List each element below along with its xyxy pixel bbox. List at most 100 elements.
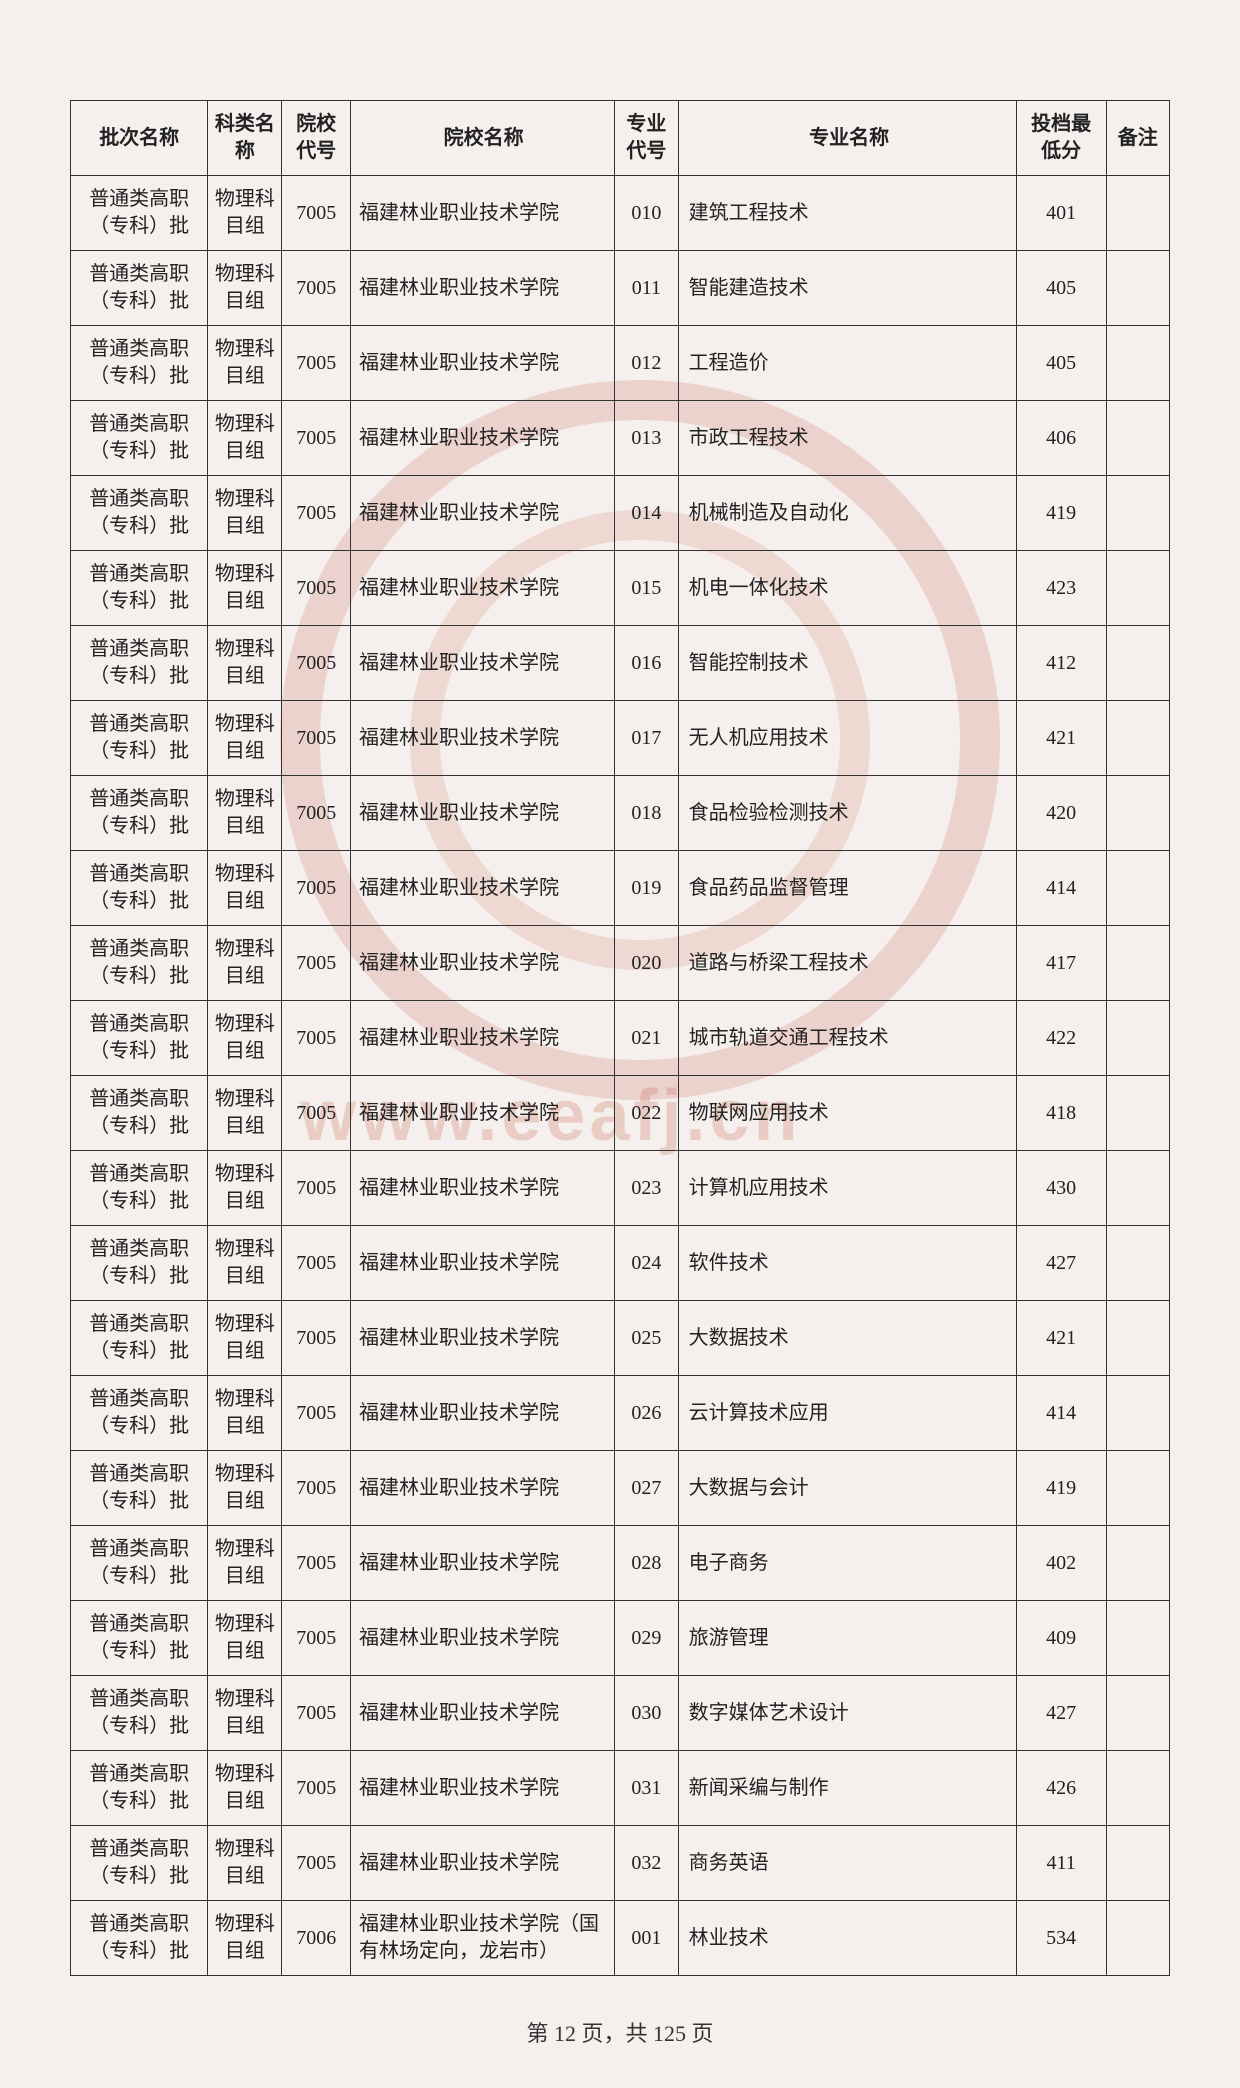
table-cell: 7005 bbox=[282, 1376, 351, 1451]
table-cell: 7005 bbox=[282, 1151, 351, 1226]
table-row: 普通类高职（专科）批物理科目组7005福建林业职业技术学院022物联网应用技术4… bbox=[71, 1076, 1170, 1151]
table-cell: 423 bbox=[1016, 551, 1106, 626]
table-cell: 普通类高职（专科）批 bbox=[71, 851, 208, 926]
table-cell: 023 bbox=[615, 1151, 678, 1226]
table-cell bbox=[1106, 776, 1169, 851]
table-cell: 7005 bbox=[282, 1526, 351, 1601]
table-cell bbox=[1106, 326, 1169, 401]
table-cell bbox=[1106, 1901, 1169, 1976]
table-row: 普通类高职（专科）批物理科目组7005福建林业职业技术学院012工程造价405 bbox=[71, 326, 1170, 401]
table-cell: 427 bbox=[1016, 1226, 1106, 1301]
table-cell: 417 bbox=[1016, 926, 1106, 1001]
table-cell: 7005 bbox=[282, 1751, 351, 1826]
table-cell: 普通类高职（专科）批 bbox=[71, 551, 208, 626]
table-cell: 物理科目组 bbox=[208, 1451, 282, 1526]
table-cell: 026 bbox=[615, 1376, 678, 1451]
table-header-row: 批次名称 科类名称 院校代号 院校名称 专业代号 专业名称 投档最低分 备注 bbox=[71, 101, 1170, 176]
table-cell: 7005 bbox=[282, 326, 351, 401]
table-cell: 物理科目组 bbox=[208, 1676, 282, 1751]
table-cell bbox=[1106, 1226, 1169, 1301]
table-row: 普通类高职（专科）批物理科目组7005福建林业职业技术学院017无人机应用技术4… bbox=[71, 701, 1170, 776]
table-cell: 534 bbox=[1016, 1901, 1106, 1976]
table-cell bbox=[1106, 1301, 1169, 1376]
header-note: 备注 bbox=[1106, 101, 1169, 176]
table-cell: 福建林业职业技术学院 bbox=[351, 551, 615, 626]
table-cell: 普通类高职（专科）批 bbox=[71, 1226, 208, 1301]
table-cell: 普通类高职（专科）批 bbox=[71, 1151, 208, 1226]
table-row: 普通类高职（专科）批物理科目组7005福建林业职业技术学院031新闻采编与制作4… bbox=[71, 1751, 1170, 1826]
table-cell: 物理科目组 bbox=[208, 851, 282, 926]
table-cell: 福建林业职业技术学院 bbox=[351, 1001, 615, 1076]
table-row: 普通类高职（专科）批物理科目组7005福建林业职业技术学院011智能建造技术40… bbox=[71, 251, 1170, 326]
table-cell: 建筑工程技术 bbox=[678, 176, 1016, 251]
table-cell bbox=[1106, 1601, 1169, 1676]
table-row: 普通类高职（专科）批物理科目组7005福建林业职业技术学院024软件技术427 bbox=[71, 1226, 1170, 1301]
table-cell: 027 bbox=[615, 1451, 678, 1526]
table-cell: 物理科目组 bbox=[208, 926, 282, 1001]
table-cell: 物理科目组 bbox=[208, 1301, 282, 1376]
table-row: 普通类高职（专科）批物理科目组7005福建林业职业技术学院027大数据与会计41… bbox=[71, 1451, 1170, 1526]
table-cell: 7005 bbox=[282, 1301, 351, 1376]
table-cell: 福建林业职业技术学院 bbox=[351, 326, 615, 401]
table-cell: 物理科目组 bbox=[208, 176, 282, 251]
table-cell: 林业技术 bbox=[678, 1901, 1016, 1976]
table-cell: 普通类高职（专科）批 bbox=[71, 1601, 208, 1676]
table-cell: 7005 bbox=[282, 626, 351, 701]
table-cell bbox=[1106, 1001, 1169, 1076]
table-cell: 406 bbox=[1016, 401, 1106, 476]
table-cell: 城市轨道交通工程技术 bbox=[678, 1001, 1016, 1076]
table-cell: 福建林业职业技术学院 bbox=[351, 176, 615, 251]
table-cell: 福建林业职业技术学院 bbox=[351, 701, 615, 776]
table-cell: 福建林业职业技术学院 bbox=[351, 401, 615, 476]
table-cell: 421 bbox=[1016, 1301, 1106, 1376]
table-cell: 计算机应用技术 bbox=[678, 1151, 1016, 1226]
table-cell: 412 bbox=[1016, 626, 1106, 701]
table-cell: 物理科目组 bbox=[208, 1226, 282, 1301]
table-cell: 032 bbox=[615, 1826, 678, 1901]
table-cell: 028 bbox=[615, 1526, 678, 1601]
table-cell: 福建林业职业技术学院 bbox=[351, 1301, 615, 1376]
table-cell: 市政工程技术 bbox=[678, 401, 1016, 476]
table-cell: 019 bbox=[615, 851, 678, 926]
table-cell: 016 bbox=[615, 626, 678, 701]
table-cell: 021 bbox=[615, 1001, 678, 1076]
table-row: 普通类高职（专科）批物理科目组7005福建林业职业技术学院021城市轨道交通工程… bbox=[71, 1001, 1170, 1076]
table-cell: 大数据与会计 bbox=[678, 1451, 1016, 1526]
page-footer: 第 12 页，共 125 页 bbox=[70, 2016, 1170, 2048]
table-cell: 013 bbox=[615, 401, 678, 476]
table-cell: 014 bbox=[615, 476, 678, 551]
table-cell bbox=[1106, 1676, 1169, 1751]
table-cell: 017 bbox=[615, 701, 678, 776]
table-cell: 7005 bbox=[282, 1676, 351, 1751]
table-cell: 普通类高职（专科）批 bbox=[71, 1526, 208, 1601]
table-cell: 物理科目组 bbox=[208, 1751, 282, 1826]
table-cell: 430 bbox=[1016, 1151, 1106, 1226]
table-cell: 001 bbox=[615, 1901, 678, 1976]
table-cell: 物理科目组 bbox=[208, 1826, 282, 1901]
table-cell: 普通类高职（专科）批 bbox=[71, 1451, 208, 1526]
table-row: 普通类高职（专科）批物理科目组7006福建林业职业技术学院（国有林场定向，龙岩市… bbox=[71, 1901, 1170, 1976]
table-cell: 数字媒体艺术设计 bbox=[678, 1676, 1016, 1751]
table-cell: 7005 bbox=[282, 1076, 351, 1151]
table-cell bbox=[1106, 1151, 1169, 1226]
table-cell: 福建林业职业技术学院 bbox=[351, 1226, 615, 1301]
table-cell: 普通类高职（专科）批 bbox=[71, 1826, 208, 1901]
table-cell: 福建林业职业技术学院 bbox=[351, 1601, 615, 1676]
table-row: 普通类高职（专科）批物理科目组7005福建林业职业技术学院030数字媒体艺术设计… bbox=[71, 1676, 1170, 1751]
table-cell: 物理科目组 bbox=[208, 1376, 282, 1451]
header-school-code: 院校代号 bbox=[282, 101, 351, 176]
table-cell: 7006 bbox=[282, 1901, 351, 1976]
table-cell: 414 bbox=[1016, 851, 1106, 926]
table-cell: 7005 bbox=[282, 1451, 351, 1526]
table-cell: 7005 bbox=[282, 401, 351, 476]
table-row: 普通类高职（专科）批物理科目组7005福建林业职业技术学院013市政工程技术40… bbox=[71, 401, 1170, 476]
table-row: 普通类高职（专科）批物理科目组7005福建林业职业技术学院016智能控制技术41… bbox=[71, 626, 1170, 701]
table-cell: 401 bbox=[1016, 176, 1106, 251]
table-row: 普通类高职（专科）批物理科目组7005福建林业职业技术学院014机械制造及自动化… bbox=[71, 476, 1170, 551]
table-cell bbox=[1106, 1526, 1169, 1601]
table-cell: 普通类高职（专科）批 bbox=[71, 1001, 208, 1076]
table-row: 普通类高职（专科）批物理科目组7005福建林业职业技术学院019食品药品监督管理… bbox=[71, 851, 1170, 926]
table-cell: 物理科目组 bbox=[208, 1901, 282, 1976]
table-cell bbox=[1106, 1451, 1169, 1526]
page-content: 批次名称 科类名称 院校代号 院校名称 专业代号 专业名称 投档最低分 备注 普… bbox=[0, 0, 1240, 2088]
